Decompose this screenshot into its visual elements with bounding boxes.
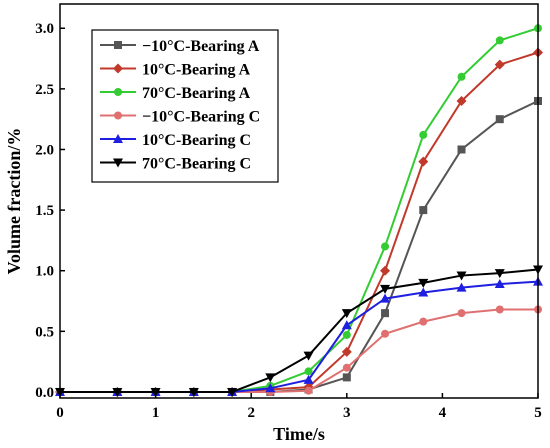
x-tick-label: 2 <box>247 405 255 421</box>
x-tick-label: 0 <box>56 405 64 421</box>
data-point-triangle-down <box>380 284 391 294</box>
legend-box <box>91 29 279 183</box>
data-point-circle <box>419 130 428 139</box>
data-point-diamond <box>494 59 505 70</box>
legend-item-1: −10°C-Bearing A <box>100 38 260 55</box>
legend-label: 70°C-Bearing C <box>142 156 251 173</box>
y-tick-label: 0.0 <box>35 385 54 401</box>
data-point-triangle-down <box>227 387 238 397</box>
data-point-circle <box>381 329 390 338</box>
series-5 <box>55 276 543 396</box>
legend-item-6: 70°C-Bearing C <box>100 156 251 173</box>
data-point-square <box>419 206 428 215</box>
y-tick-label: 2.0 <box>35 142 54 158</box>
data-point-diamond <box>113 63 123 74</box>
legend-item-5: 10°C-Bearing C <box>100 132 251 149</box>
data-point-triangle-up <box>456 282 467 292</box>
data-point-triangle-down <box>265 373 276 383</box>
data-point-circle <box>495 305 504 314</box>
data-point-triangle-up <box>113 134 123 143</box>
data-point-circle <box>114 88 122 96</box>
data-point-triangle-up <box>265 383 276 393</box>
legend-label: 10°C-Bearing C <box>142 132 251 149</box>
plot-frame <box>59 3 539 399</box>
legend-item-2: 10°C-Bearing A <box>100 62 251 79</box>
data-point-triangle-down <box>341 309 352 319</box>
series-6 <box>55 265 543 397</box>
legend-label: −10°C-Bearing A <box>142 38 260 55</box>
data-point-square <box>342 373 351 382</box>
data-point-circle <box>304 386 313 395</box>
legend: −10°C-Bearing A 10°C-Bearing A 70°C-Bearin… <box>91 29 279 183</box>
legend-label: 70°C-Bearing A <box>142 85 251 102</box>
x-axis-title: Time/s <box>273 424 325 444</box>
x-tick-label: 4 <box>439 405 447 421</box>
legend-item-3: 70°C-Bearing A <box>100 85 251 102</box>
data-point-square <box>381 309 390 318</box>
data-point-square <box>114 41 122 49</box>
data-point-triangle-up <box>303 374 314 384</box>
data-point-circle <box>457 72 466 81</box>
x-tick-label: 3 <box>343 405 351 421</box>
data-point-diamond <box>341 346 352 357</box>
data-point-circle <box>457 309 466 318</box>
data-point-triangle-down <box>494 269 505 279</box>
x-tick-label: 1 <box>152 405 160 421</box>
data-point-triangle-up <box>418 287 429 297</box>
data-point-circle <box>342 330 351 339</box>
y-tick-label: 2.5 <box>35 82 54 98</box>
y-axis-title: Volume fraction/% <box>4 128 24 275</box>
data-point-circle <box>114 111 122 120</box>
y-tick-label: 0.5 <box>35 324 54 340</box>
data-point-square <box>495 115 504 124</box>
y-tick-label: 1.5 <box>35 203 54 219</box>
data-point-circle <box>419 317 428 326</box>
series-line <box>60 308 538 393</box>
data-point-square <box>457 145 466 154</box>
data-point-triangle-down <box>188 387 199 397</box>
y-tick-label: 1.0 <box>35 264 54 280</box>
data-point-diamond <box>456 95 467 106</box>
legend-item-4: −10°C-Bearing C <box>100 109 260 126</box>
axes-group: 0 1 2 3 4 5 0.0 0.5 1.0 1.5 2.0 2.5 3.0 <box>35 21 542 421</box>
data-point-triangle-down <box>113 158 123 168</box>
data-point-triangle-down <box>112 387 123 397</box>
data-point-circle <box>304 367 313 376</box>
data-point-circle <box>495 36 504 45</box>
legend-label: 10°C-Bearing A <box>142 62 251 79</box>
data-point-triangle-down <box>303 351 314 361</box>
data-point-triangle-up <box>380 293 391 303</box>
data-point-triangle-up <box>341 320 352 330</box>
data-point-triangle-down <box>418 278 429 288</box>
legend-label: −10°C-Bearing C <box>142 109 260 126</box>
data-point-triangle-down <box>150 387 161 397</box>
data-point-circle <box>381 242 390 251</box>
data-point-diamond <box>418 156 429 167</box>
data-point-diamond <box>380 265 391 276</box>
data-point-triangle-down <box>456 271 467 281</box>
x-tick-label: 5 <box>534 405 542 421</box>
y-tick-label: 3.0 <box>35 21 54 37</box>
data-point-triangle-up <box>494 279 505 289</box>
data-point-circle <box>342 363 351 372</box>
